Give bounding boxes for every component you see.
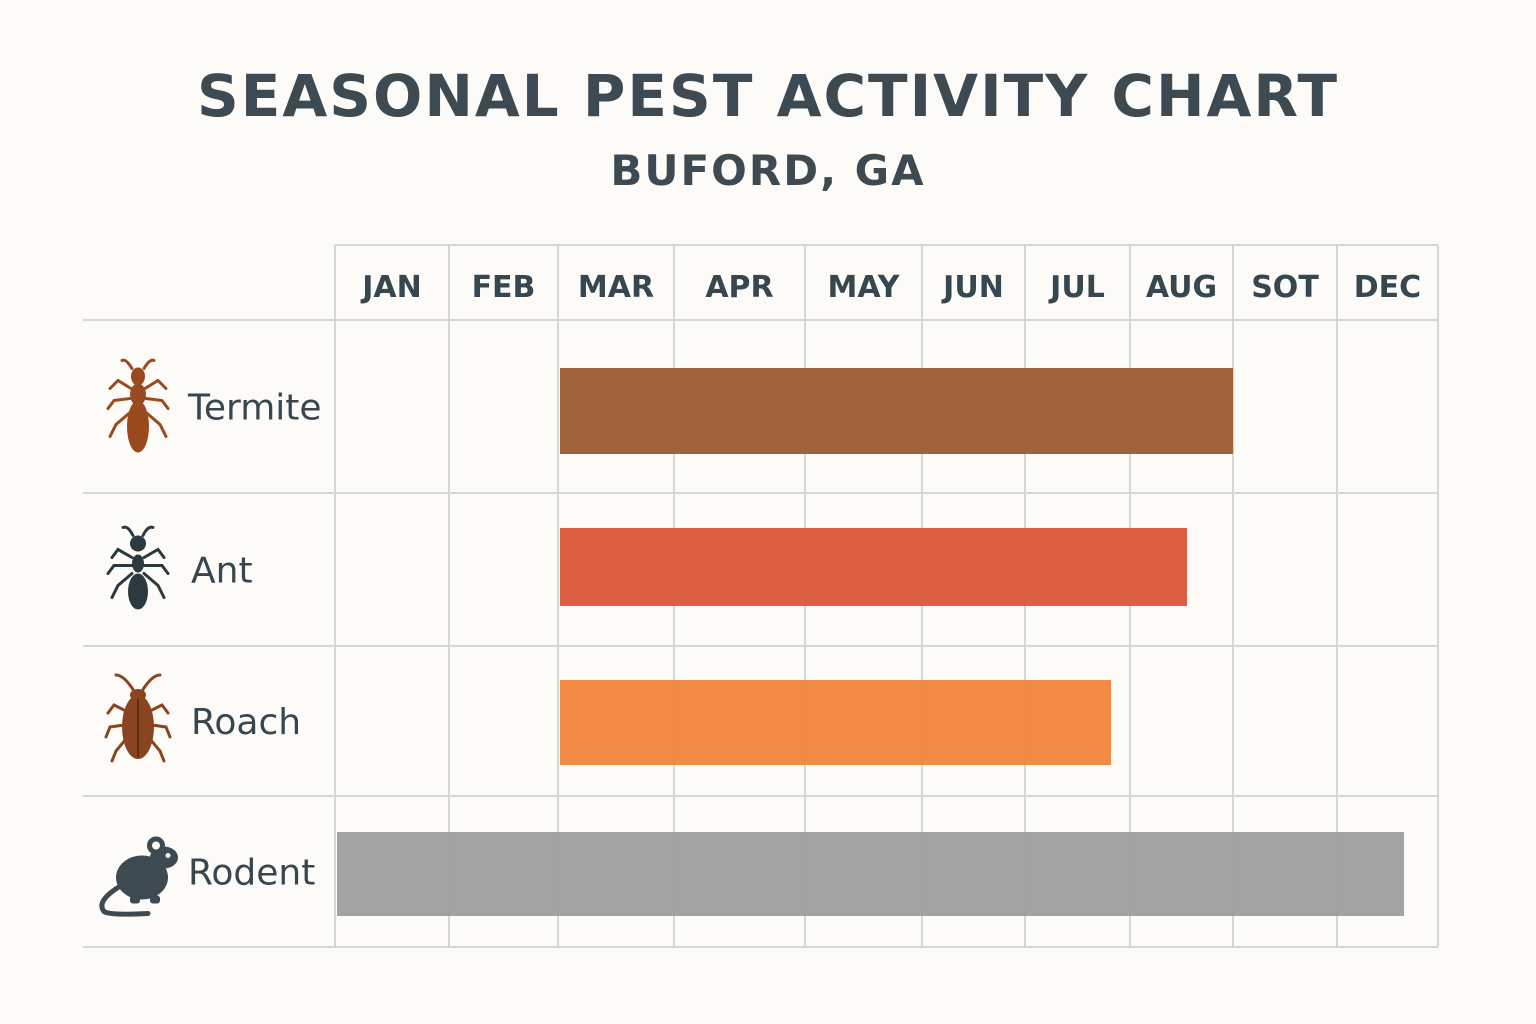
- month-label-aug: AUG: [1146, 270, 1217, 305]
- chart-subtitle: BUFORD, GA: [610, 146, 926, 195]
- month-label-may: MAY: [828, 270, 901, 305]
- month-label-dec: DEC: [1354, 270, 1421, 305]
- month-label-mar: MAR: [578, 270, 654, 305]
- rodent-label: Rodent: [188, 853, 315, 894]
- roach-icon: [104, 673, 172, 763]
- termite-label: Termite: [187, 388, 322, 429]
- activity-bars: [337, 368, 1404, 916]
- month-label-sot: SOT: [1251, 270, 1319, 305]
- ant-label: Ant: [191, 551, 253, 592]
- ant-activity-bar: [560, 528, 1187, 606]
- pest-labels: Termite Ant Roach Rodent: [102, 358, 322, 915]
- month-label-jan: JAN: [360, 270, 422, 305]
- month-label-apr: APR: [705, 270, 773, 305]
- roach-label: Roach: [191, 702, 301, 743]
- rodent-icon: [102, 837, 178, 915]
- roach-activity-bar: [560, 680, 1111, 765]
- chart-title: SEASONAL PEST ACTIVITY CHART: [196, 62, 1340, 130]
- month-label-jul: JUL: [1048, 270, 1105, 305]
- termite-icon: [106, 358, 170, 454]
- month-label-jun: JUN: [941, 270, 1004, 305]
- month-label-feb: FEB: [472, 270, 536, 305]
- ant-icon: [106, 525, 170, 611]
- rodent-activity-bar: [337, 832, 1404, 916]
- month-header: JAN FEB MAR APR MAY JUN JUL AUG SOT DEC: [360, 270, 1421, 305]
- termite-activity-bar: [560, 368, 1233, 454]
